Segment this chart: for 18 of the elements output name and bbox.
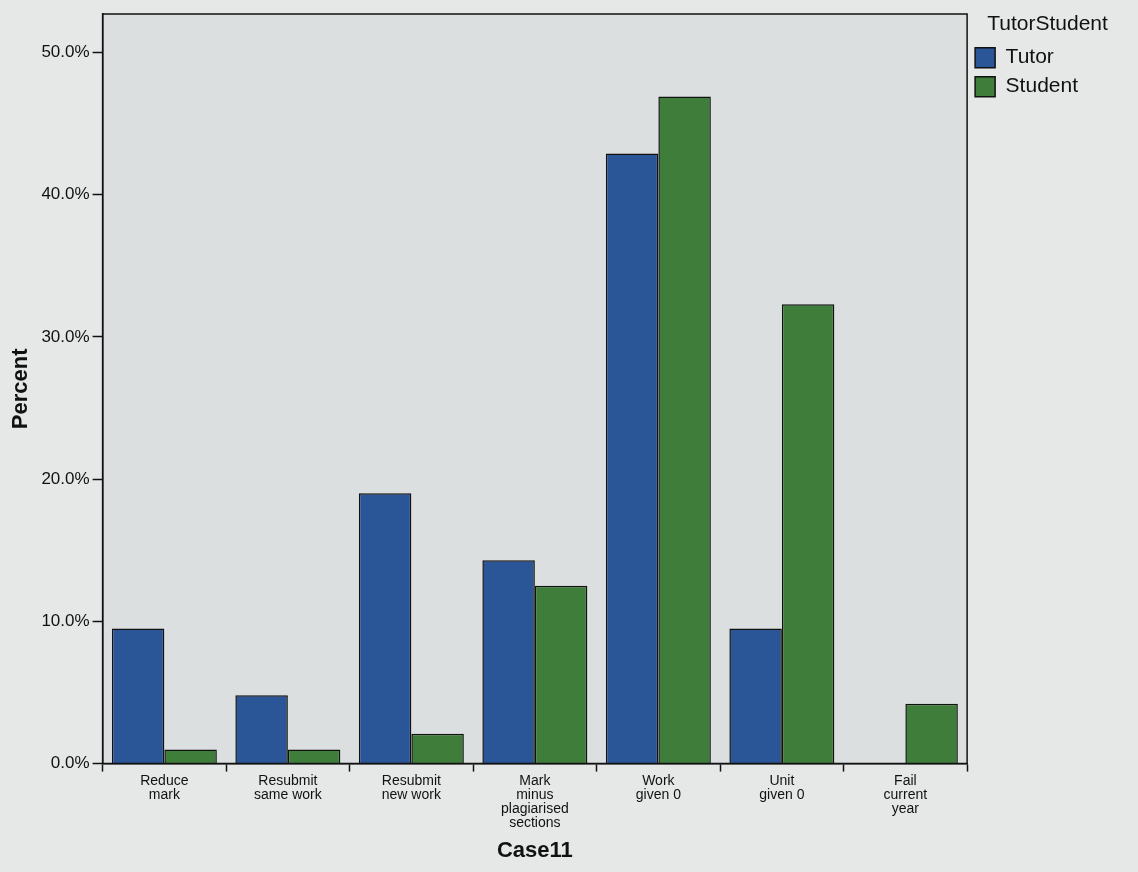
x-tick-label: Reduce mark (140, 772, 189, 803)
y-tick-label: 0.0% (50, 753, 90, 773)
x-axis-title: Case11 (496, 836, 573, 862)
legend-title: TutorStudent (987, 11, 1109, 35)
x-tick-label: Mark minus plagiarised sections (501, 772, 569, 831)
y-tick-label: 50.0% (41, 42, 90, 62)
y-axis-title: Percent (7, 347, 33, 430)
legend-label: Tutor (1005, 44, 1054, 68)
y-tick-label: 30.0% (41, 326, 90, 346)
x-tick-label: Fail current year (883, 772, 928, 817)
x-tick-label: Resubmit new work (381, 772, 442, 803)
legend-label: Student (1005, 73, 1079, 97)
y-tick-label: 20.0% (41, 468, 90, 488)
y-tick-label: 10.0% (41, 611, 90, 631)
y-tick-label: 40.0% (41, 184, 90, 204)
x-tick-label: Unit given 0 (759, 772, 805, 803)
x-tick-label: Work given 0 (635, 772, 682, 803)
x-tick-label: Resubmit same work (254, 772, 323, 803)
